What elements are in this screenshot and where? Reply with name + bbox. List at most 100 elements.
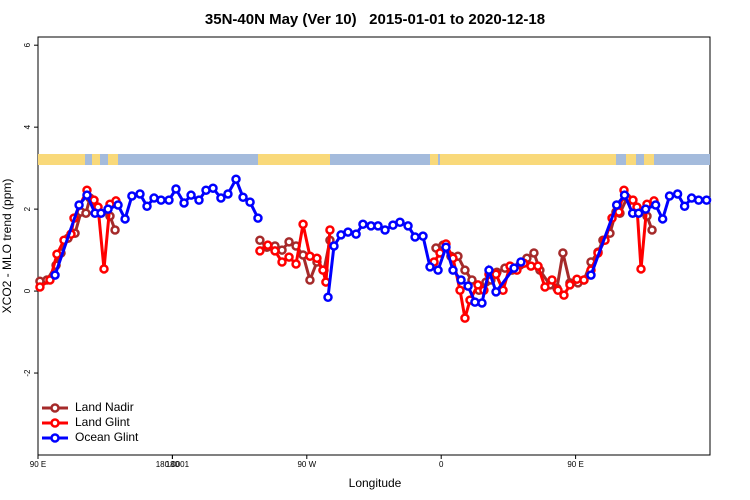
- point: [263, 240, 273, 250]
- point: [628, 195, 638, 205]
- point: [171, 184, 181, 194]
- point: [533, 261, 543, 271]
- point: [441, 242, 451, 252]
- point: [516, 257, 526, 267]
- point: [410, 232, 420, 242]
- y-axis-label: XCO2 - MLO trend (ppm): [0, 179, 14, 314]
- point: [565, 280, 575, 290]
- point: [358, 219, 368, 230]
- point: [298, 219, 308, 230]
- point: [509, 263, 519, 273]
- point: [164, 195, 174, 205]
- point: [586, 270, 596, 280]
- point: [547, 275, 557, 285]
- point: [484, 265, 494, 275]
- point: [373, 221, 383, 231]
- point: [81, 208, 91, 218]
- point: [120, 214, 130, 224]
- legend-marker: [50, 418, 60, 428]
- point: [103, 204, 113, 214]
- point: [619, 190, 630, 200]
- point: [135, 189, 145, 199]
- point: [216, 193, 226, 203]
- point: [253, 213, 263, 223]
- y-tick-label: 0: [23, 288, 32, 293]
- point: [425, 262, 435, 272]
- point: [113, 200, 123, 210]
- point: [640, 204, 651, 214]
- y-tick-label: 4: [23, 124, 32, 129]
- point: [323, 292, 333, 302]
- point: [52, 249, 62, 259]
- point: [312, 253, 322, 264]
- point: [255, 235, 265, 246]
- point: [477, 298, 487, 308]
- point: [142, 201, 152, 211]
- point: [664, 191, 675, 201]
- point: [463, 281, 473, 291]
- point: [284, 237, 294, 247]
- point: [208, 183, 218, 193]
- x-axis-label: Longitude: [349, 476, 402, 490]
- point: [351, 229, 361, 239]
- point: [284, 252, 294, 262]
- point: [231, 174, 241, 184]
- x-tick-label: 90 E: [567, 460, 583, 469]
- legend-label: Land Nadir: [75, 400, 134, 414]
- land-sea-strip: [38, 154, 710, 165]
- point: [329, 241, 339, 251]
- x-tick-label: 90 E: [30, 460, 46, 469]
- x-tick-label: 180: [166, 460, 180, 469]
- y-tick-label: -2: [23, 369, 32, 377]
- point: [579, 275, 589, 285]
- point: [633, 208, 644, 218]
- point: [74, 200, 84, 210]
- point: [96, 208, 106, 218]
- legend-label: Ocean Glint: [75, 430, 139, 444]
- point: [325, 225, 335, 235]
- point: [701, 195, 712, 205]
- point: [650, 200, 661, 210]
- y-tick-label: 2: [23, 206, 32, 211]
- point: [99, 264, 109, 274]
- point: [455, 285, 465, 296]
- point: [82, 190, 92, 200]
- point: [380, 225, 390, 235]
- point: [238, 192, 248, 202]
- point: [460, 265, 470, 275]
- point: [277, 257, 287, 267]
- point: [50, 270, 60, 280]
- legend-marker: [50, 433, 60, 443]
- x-tick-label: 90 W: [297, 460, 316, 469]
- series-line: [39, 194, 654, 293]
- y-tick-label: 6: [23, 42, 32, 47]
- point: [194, 195, 204, 205]
- point: [291, 259, 301, 269]
- point: [647, 225, 657, 235]
- chart-title: 35N-40N May (Ver 10) 2015-01-01 to 2020-…: [205, 11, 545, 28]
- point: [35, 282, 45, 292]
- point: [270, 246, 280, 256]
- x-tick-label: 0: [439, 460, 444, 469]
- x-tick-label: 180.0001: [156, 460, 190, 469]
- point: [305, 275, 315, 285]
- point: [558, 248, 568, 258]
- point: [540, 282, 550, 292]
- point: [179, 198, 189, 208]
- point: [403, 221, 413, 231]
- point: [672, 189, 683, 199]
- point: [473, 280, 483, 290]
- point: [491, 287, 501, 297]
- point: [491, 269, 501, 280]
- point: [559, 290, 569, 300]
- point: [679, 201, 690, 211]
- point: [127, 191, 137, 201]
- point: [395, 217, 405, 227]
- point: [611, 200, 622, 210]
- point: [553, 285, 563, 296]
- legend-marker: [50, 403, 60, 413]
- point: [418, 231, 428, 241]
- plot-frame: [37, 36, 711, 456]
- point: [636, 264, 646, 274]
